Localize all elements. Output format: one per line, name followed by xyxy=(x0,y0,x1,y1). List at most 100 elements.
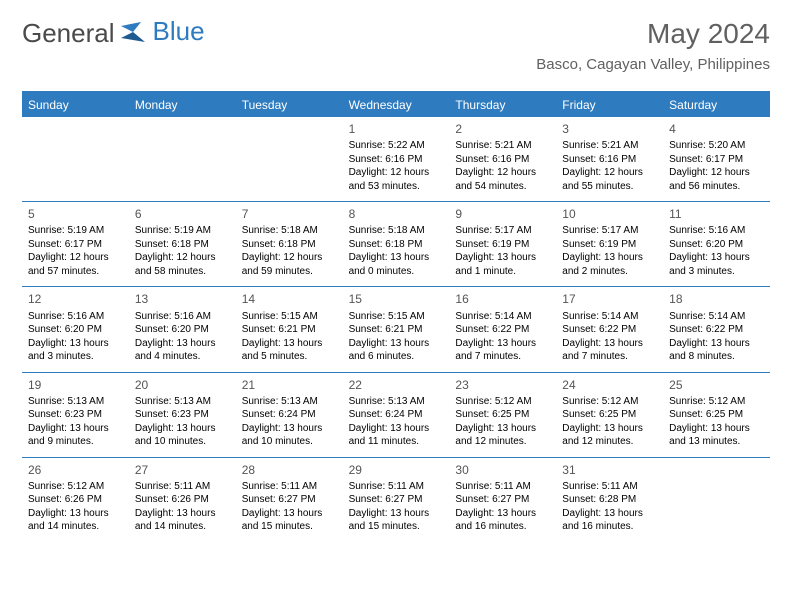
day-number: 2 xyxy=(455,121,550,137)
sunset-line: Sunset: 6:25 PM xyxy=(562,408,657,422)
day-cell xyxy=(129,117,236,201)
weeks-container: 1Sunrise: 5:22 AMSunset: 6:16 PMDaylight… xyxy=(22,117,770,542)
day-number: 13 xyxy=(135,291,230,307)
sunrise-line: Sunrise: 5:17 AM xyxy=(562,224,657,238)
brand-logo: General Blue xyxy=(22,18,205,49)
daylight-line: Daylight: 12 hours and 57 minutes. xyxy=(28,251,123,278)
sunrise-line: Sunrise: 5:15 AM xyxy=(349,310,444,324)
daylight-line: Daylight: 12 hours and 58 minutes. xyxy=(135,251,230,278)
day-cell: 19Sunrise: 5:13 AMSunset: 6:23 PMDayligh… xyxy=(22,373,129,457)
day-cell: 20Sunrise: 5:13 AMSunset: 6:23 PMDayligh… xyxy=(129,373,236,457)
daylight-line: Daylight: 13 hours and 3 minutes. xyxy=(669,251,764,278)
day-number: 23 xyxy=(455,377,550,393)
daylight-line: Daylight: 13 hours and 10 minutes. xyxy=(135,422,230,449)
day-number: 28 xyxy=(242,462,337,478)
daylight-line: Daylight: 13 hours and 12 minutes. xyxy=(455,422,550,449)
day-cell: 27Sunrise: 5:11 AMSunset: 6:26 PMDayligh… xyxy=(129,458,236,542)
title-block: May 2024 Basco, Cagayan Valley, Philippi… xyxy=(536,18,770,73)
daylight-line: Daylight: 13 hours and 15 minutes. xyxy=(349,507,444,534)
day-number: 10 xyxy=(562,206,657,222)
daylight-line: Daylight: 13 hours and 14 minutes. xyxy=(28,507,123,534)
day-number: 15 xyxy=(349,291,444,307)
header: General Blue May 2024 Basco, Cagayan Val… xyxy=(22,18,770,73)
sunrise-line: Sunrise: 5:12 AM xyxy=(562,395,657,409)
sunrise-line: Sunrise: 5:18 AM xyxy=(349,224,444,238)
sunset-line: Sunset: 6:22 PM xyxy=(455,323,550,337)
day-number: 22 xyxy=(349,377,444,393)
sunrise-line: Sunrise: 5:16 AM xyxy=(669,224,764,238)
day-cell xyxy=(236,117,343,201)
day-number: 8 xyxy=(349,206,444,222)
daylight-line: Daylight: 13 hours and 5 minutes. xyxy=(242,337,337,364)
daylight-line: Daylight: 12 hours and 53 minutes. xyxy=(349,166,444,193)
daylight-line: Daylight: 13 hours and 16 minutes. xyxy=(455,507,550,534)
day-cell: 23Sunrise: 5:12 AMSunset: 6:25 PMDayligh… xyxy=(449,373,556,457)
sunset-line: Sunset: 6:19 PM xyxy=(562,238,657,252)
sunset-line: Sunset: 6:25 PM xyxy=(455,408,550,422)
day-number: 6 xyxy=(135,206,230,222)
daylight-line: Daylight: 13 hours and 1 minute. xyxy=(455,251,550,278)
sunset-line: Sunset: 6:20 PM xyxy=(669,238,764,252)
day-cell: 30Sunrise: 5:11 AMSunset: 6:27 PMDayligh… xyxy=(449,458,556,542)
week-row: 12Sunrise: 5:16 AMSunset: 6:20 PMDayligh… xyxy=(22,287,770,372)
sunset-line: Sunset: 6:20 PM xyxy=(135,323,230,337)
sunset-line: Sunset: 6:18 PM xyxy=(242,238,337,252)
dow-wed: Wednesday xyxy=(343,93,450,117)
sunrise-line: Sunrise: 5:11 AM xyxy=(242,480,337,494)
sunrise-line: Sunrise: 5:13 AM xyxy=(135,395,230,409)
day-cell: 14Sunrise: 5:15 AMSunset: 6:21 PMDayligh… xyxy=(236,287,343,371)
day-cell: 8Sunrise: 5:18 AMSunset: 6:18 PMDaylight… xyxy=(343,202,450,286)
sunrise-line: Sunrise: 5:18 AM xyxy=(242,224,337,238)
day-cell xyxy=(22,117,129,201)
sunset-line: Sunset: 6:19 PM xyxy=(455,238,550,252)
daylight-line: Daylight: 13 hours and 2 minutes. xyxy=(562,251,657,278)
day-cell: 31Sunrise: 5:11 AMSunset: 6:28 PMDayligh… xyxy=(556,458,663,542)
day-cell: 15Sunrise: 5:15 AMSunset: 6:21 PMDayligh… xyxy=(343,287,450,371)
daylight-line: Daylight: 13 hours and 13 minutes. xyxy=(669,422,764,449)
day-number: 30 xyxy=(455,462,550,478)
sunset-line: Sunset: 6:23 PM xyxy=(28,408,123,422)
sunrise-line: Sunrise: 5:14 AM xyxy=(669,310,764,324)
dow-row: Sunday Monday Tuesday Wednesday Thursday… xyxy=(22,93,770,117)
day-cell xyxy=(663,458,770,542)
sunset-line: Sunset: 6:16 PM xyxy=(562,153,657,167)
daylight-line: Daylight: 12 hours and 54 minutes. xyxy=(455,166,550,193)
sunset-line: Sunset: 6:27 PM xyxy=(349,493,444,507)
sunrise-line: Sunrise: 5:14 AM xyxy=(455,310,550,324)
sunset-line: Sunset: 6:26 PM xyxy=(28,493,123,507)
day-cell: 6Sunrise: 5:19 AMSunset: 6:18 PMDaylight… xyxy=(129,202,236,286)
brand-word2: Blue xyxy=(153,16,205,47)
dow-fri: Friday xyxy=(556,93,663,117)
sunset-line: Sunset: 6:22 PM xyxy=(562,323,657,337)
day-cell: 24Sunrise: 5:12 AMSunset: 6:25 PMDayligh… xyxy=(556,373,663,457)
daylight-line: Daylight: 12 hours and 55 minutes. xyxy=(562,166,657,193)
sunset-line: Sunset: 6:26 PM xyxy=(135,493,230,507)
sunrise-line: Sunrise: 5:11 AM xyxy=(562,480,657,494)
sunset-line: Sunset: 6:27 PM xyxy=(242,493,337,507)
day-number: 27 xyxy=(135,462,230,478)
sunset-line: Sunset: 6:24 PM xyxy=(242,408,337,422)
sunrise-line: Sunrise: 5:11 AM xyxy=(455,480,550,494)
daylight-line: Daylight: 13 hours and 15 minutes. xyxy=(242,507,337,534)
day-number: 17 xyxy=(562,291,657,307)
brand-icon xyxy=(121,18,149,49)
daylight-line: Daylight: 13 hours and 11 minutes. xyxy=(349,422,444,449)
sunrise-line: Sunrise: 5:15 AM xyxy=(242,310,337,324)
day-cell: 12Sunrise: 5:16 AMSunset: 6:20 PMDayligh… xyxy=(22,287,129,371)
sunrise-line: Sunrise: 5:16 AM xyxy=(135,310,230,324)
week-row: 19Sunrise: 5:13 AMSunset: 6:23 PMDayligh… xyxy=(22,373,770,458)
sunrise-line: Sunrise: 5:20 AM xyxy=(669,139,764,153)
day-number: 9 xyxy=(455,206,550,222)
day-cell: 9Sunrise: 5:17 AMSunset: 6:19 PMDaylight… xyxy=(449,202,556,286)
daylight-line: Daylight: 13 hours and 7 minutes. xyxy=(562,337,657,364)
day-number: 11 xyxy=(669,206,764,222)
month-title: May 2024 xyxy=(536,18,770,50)
sunrise-line: Sunrise: 5:13 AM xyxy=(28,395,123,409)
sunset-line: Sunset: 6:21 PM xyxy=(349,323,444,337)
location-text: Basco, Cagayan Valley, Philippines xyxy=(536,56,770,73)
sunset-line: Sunset: 6:18 PM xyxy=(135,238,230,252)
sunset-line: Sunset: 6:18 PM xyxy=(349,238,444,252)
day-cell: 22Sunrise: 5:13 AMSunset: 6:24 PMDayligh… xyxy=(343,373,450,457)
day-number: 5 xyxy=(28,206,123,222)
sunset-line: Sunset: 6:25 PM xyxy=(669,408,764,422)
